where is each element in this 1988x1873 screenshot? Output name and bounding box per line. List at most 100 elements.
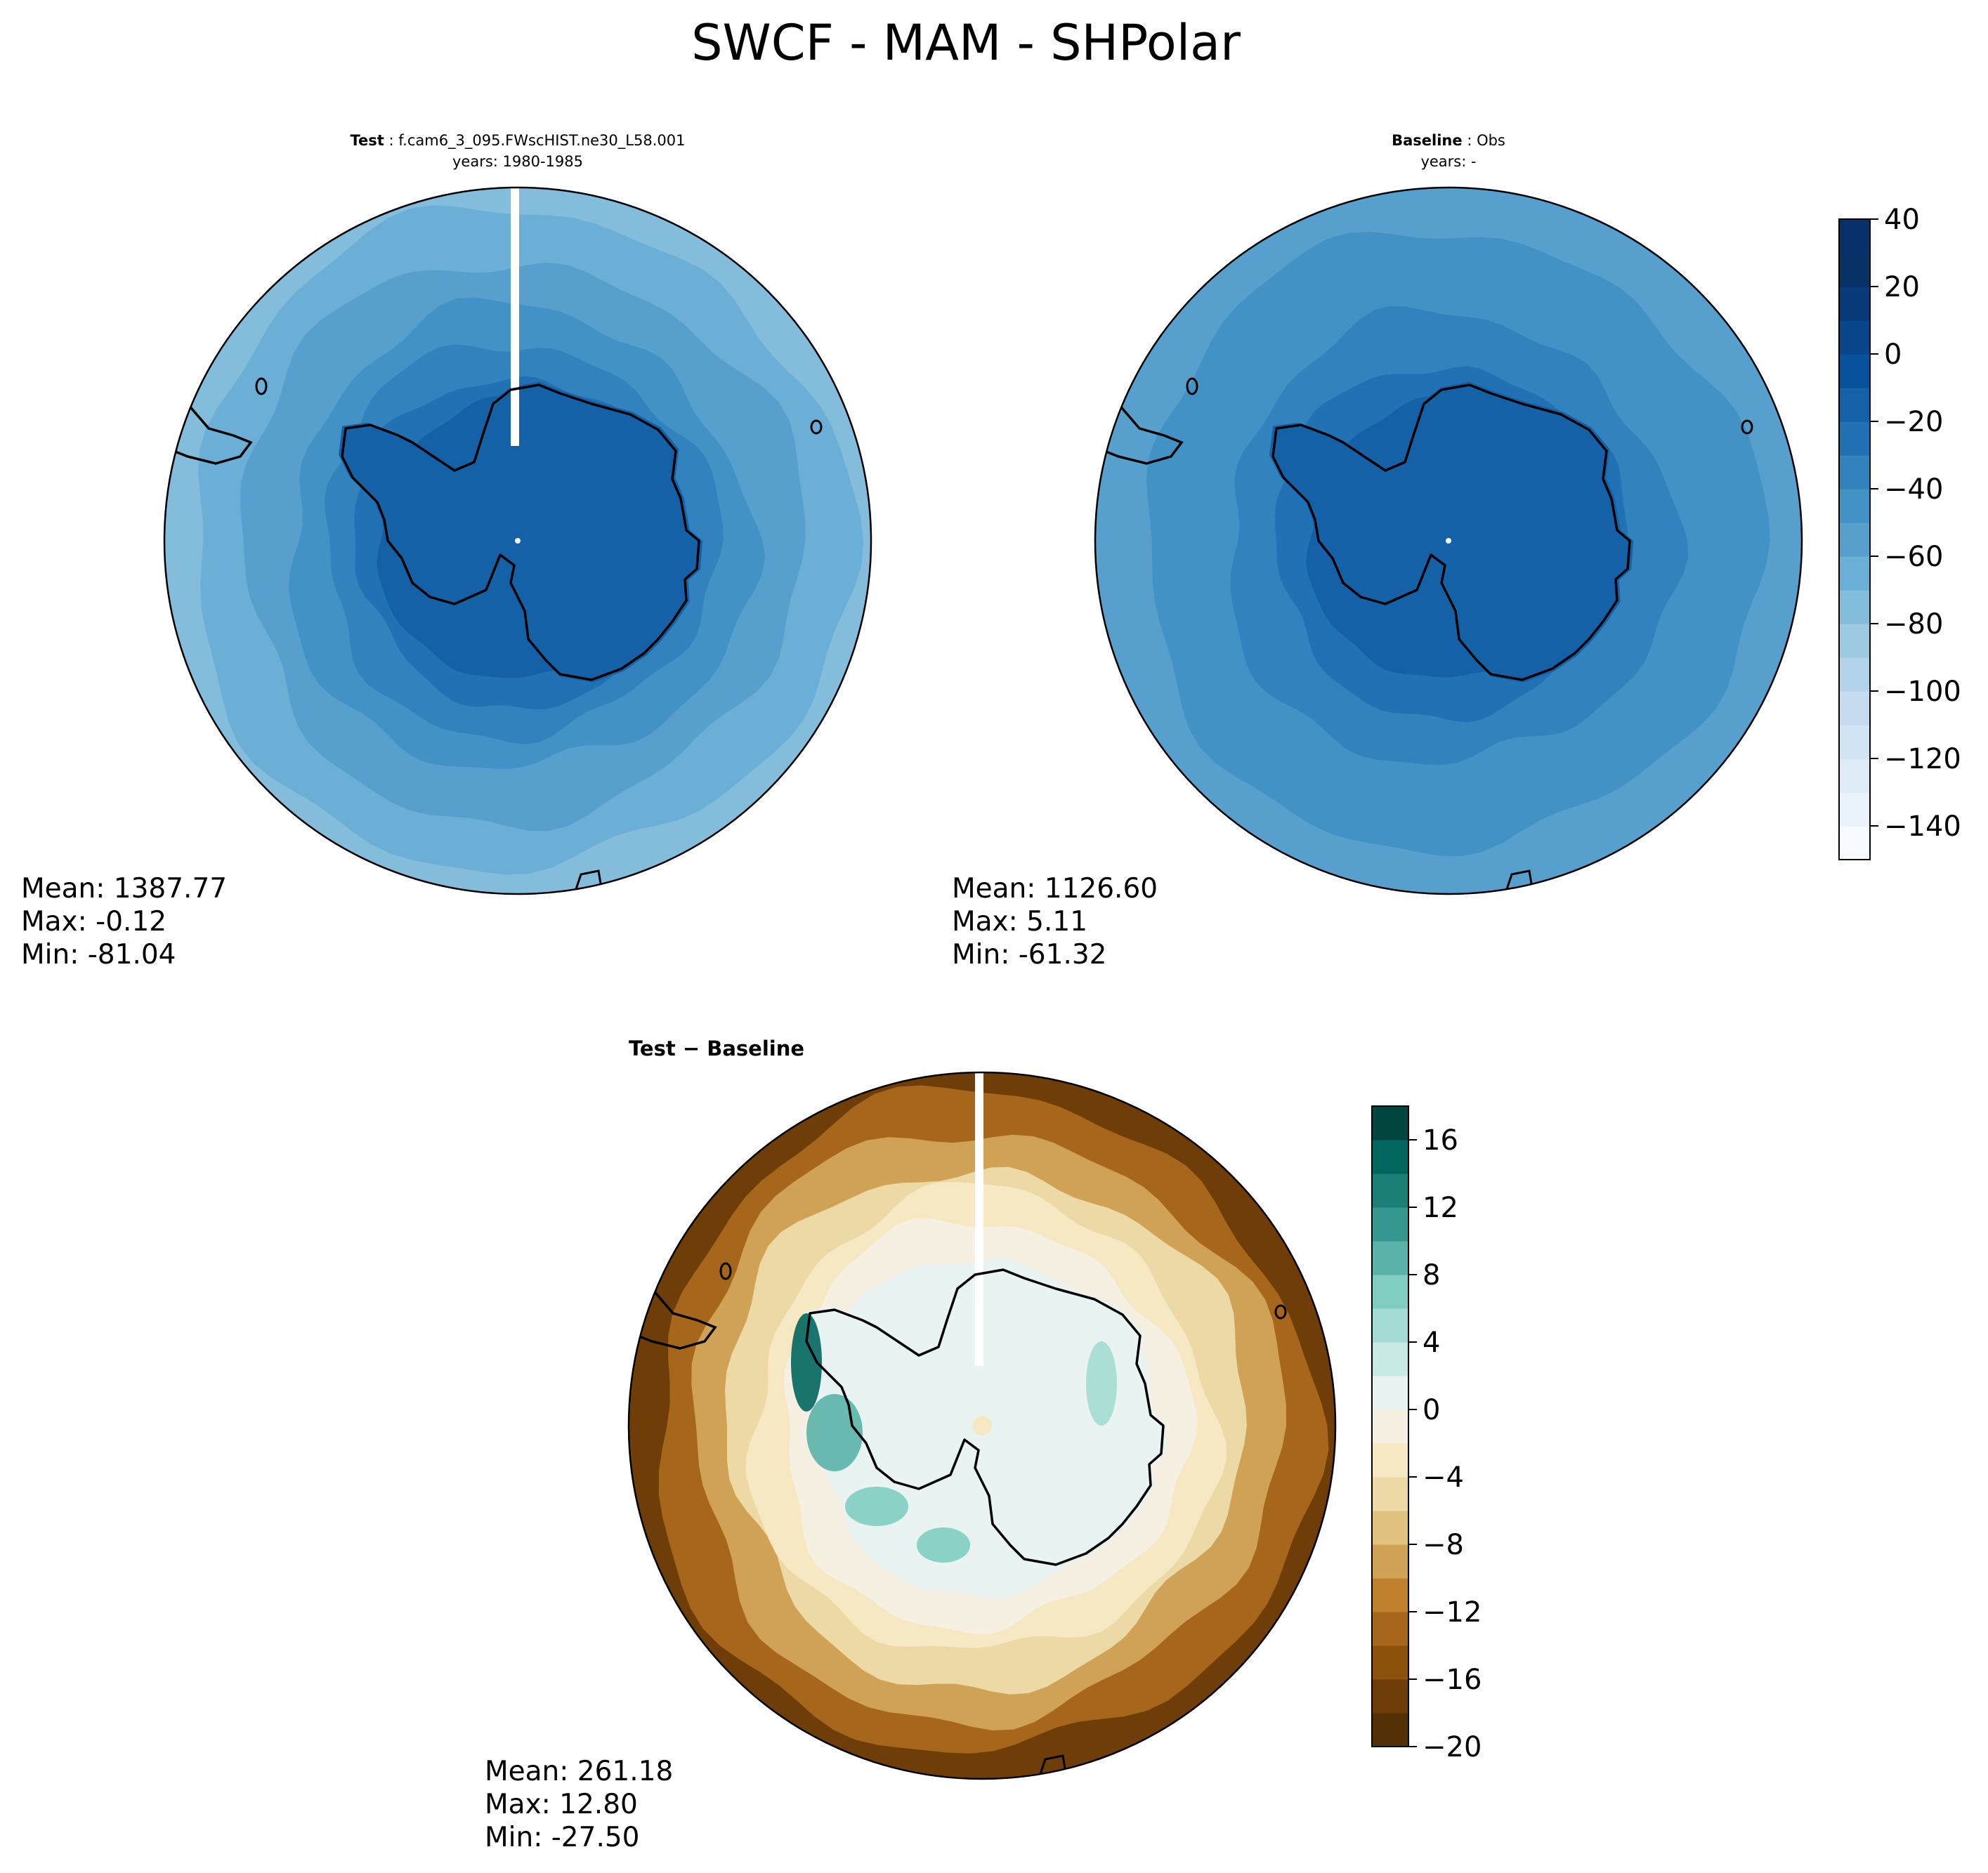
colorbar-diff-segment-6 <box>1372 1511 1408 1545</box>
colorbar-diff-segment-12 <box>1372 1308 1408 1343</box>
colorbar-diff <box>1372 1106 1408 1747</box>
colorbar-main-tick-label-9: −140 <box>1884 810 1961 843</box>
colorbar-main-tick-label-6: −80 <box>1884 608 1943 640</box>
colorbar-main-tick-label-8: −120 <box>1884 743 1961 775</box>
colorbar-main-tick-label-2: 0 <box>1884 339 1902 371</box>
diff-pole-anomaly <box>972 1416 992 1435</box>
baseline-mean: Mean: 1126.60 <box>952 873 1158 905</box>
colorbar-diff-frame <box>1371 1105 1409 1747</box>
colorbar-diff-segment-17 <box>1372 1140 1408 1174</box>
diff-antarctica-coastline <box>805 1268 1165 1566</box>
diff-coastlines <box>629 1262 1287 1779</box>
test-mean: Mean: 1387.77 <box>21 873 227 905</box>
colorbar-main-tick-label-4: −40 <box>1884 473 1943 506</box>
baseline-years: years: - <box>1420 153 1476 170</box>
diff-positive-patch-3 <box>917 1527 970 1563</box>
colorbar-main-segment-12 <box>1839 421 1870 456</box>
colorbar-diff-segment-5 <box>1372 1544 1408 1579</box>
colorbar-diff-segment-13 <box>1372 1275 1408 1309</box>
colorbar-main <box>1839 219 1870 860</box>
colorbar-main-segment-16 <box>1839 287 1870 321</box>
diff-positive-patch-0 <box>791 1313 822 1412</box>
baseline-title: Baseline : Obs <box>1392 132 1505 149</box>
test-colon: : <box>384 132 398 149</box>
test-missing-strip <box>511 188 519 446</box>
baseline-antarctica-fill <box>1269 381 1634 683</box>
colorbar-main-segment-15 <box>1839 320 1870 355</box>
test-map <box>164 188 871 894</box>
colorbar-main-segment-9 <box>1839 523 1870 557</box>
baseline-map <box>1095 188 1802 894</box>
test-min: Min: -81.04 <box>21 939 176 971</box>
colorbar-diff-segment-2 <box>1372 1645 1408 1680</box>
diff-positive-patch-4 <box>1086 1341 1117 1426</box>
colorbar-diff-tick-label-8: −16 <box>1423 1664 1482 1696</box>
test-falklands-coastline <box>255 377 268 395</box>
colorbar-diff-segment-18 <box>1372 1106 1408 1141</box>
colorbar-diff-segment-3 <box>1372 1612 1408 1646</box>
colorbar-diff-segment-15 <box>1372 1207 1408 1242</box>
baseline-map-boundary <box>1094 186 1803 895</box>
colorbar-main-segment-0 <box>1839 826 1870 860</box>
colorbar-diff-segment-10 <box>1372 1376 1408 1410</box>
test-antarctica-coastline <box>341 383 700 681</box>
baseline-coastlines <box>1095 377 1753 894</box>
colorbar-diff-segment-11 <box>1372 1342 1408 1376</box>
colorbar-diff-segment-16 <box>1372 1174 1408 1208</box>
baseline-island-coastline <box>1741 419 1753 435</box>
colorbar-main-segment-2 <box>1839 758 1870 793</box>
diff-missing-strip <box>975 1072 983 1366</box>
diff-mean: Mean: 261.18 <box>485 1756 673 1787</box>
test-map-boundary <box>163 186 872 895</box>
colorbar-diff-tick-label-5: −4 <box>1423 1461 1464 1494</box>
colorbar-diff-segment-0 <box>1372 1713 1408 1747</box>
baseline-antarctica-coastline <box>1271 383 1631 681</box>
diff-map <box>629 1072 1335 1779</box>
colorbar-main-segment-3 <box>1839 725 1870 759</box>
baseline-falklands-coastline <box>1186 377 1198 395</box>
colorbar-diff-ticks: 16 12 8 4 0 −4 −8 −12 −16 −20 <box>1408 1124 1482 1763</box>
diff-map-boundary <box>627 1071 1337 1780</box>
baseline-tasmania-coastline <box>1503 869 1534 894</box>
diff-tasmania-coastline <box>1037 1754 1068 1779</box>
test-max: Max: -0.12 <box>21 906 166 938</box>
baseline-min: Min: -61.32 <box>952 939 1106 971</box>
test-south-america-coastline <box>164 399 253 465</box>
colorbar-diff-segment-9 <box>1372 1409 1408 1444</box>
colorbar-diff-tick-label-0: 16 <box>1423 1124 1458 1157</box>
test-years: years: 1980-1985 <box>452 153 583 170</box>
colorbar-main-segment-18 <box>1839 219 1870 254</box>
figure-title: SWCF - MAM - SHPolar <box>691 14 1241 72</box>
test-label: Test <box>351 132 384 149</box>
colorbar-main-ticks: 40 20 0 −20 −40 −60 −80 −100 −120 −140 <box>1870 204 1961 843</box>
test-island-coastline <box>810 419 823 435</box>
test-field <box>164 188 871 894</box>
colorbar-diff-tick-label-7: −12 <box>1423 1596 1482 1629</box>
baseline-label: Baseline <box>1392 132 1463 149</box>
colorbar-main-segment-5 <box>1839 657 1870 692</box>
diff-south-america-coastline <box>629 1284 717 1350</box>
colorbar-diff-segment-4 <box>1372 1578 1408 1612</box>
colorbar-main-frame <box>1838 218 1871 860</box>
diff-positive-patch-2 <box>845 1487 908 1526</box>
baseline-colon: : <box>1463 132 1477 149</box>
test-pole-marker <box>515 538 521 544</box>
diff-positive-patch-1 <box>806 1394 863 1471</box>
baseline-max: Max: 5.11 <box>952 906 1087 938</box>
colorbar-diff-segment-1 <box>1372 1679 1408 1714</box>
diff-falklands-coastline <box>719 1262 732 1280</box>
diff-max: Max: 12.80 <box>485 1789 638 1820</box>
colorbar-main-tick-label-1: 20 <box>1884 271 1920 303</box>
colorbar-diff-tick-label-2: 8 <box>1423 1259 1440 1292</box>
colorbar-main-segment-17 <box>1839 253 1870 287</box>
baseline-pole-marker <box>1446 538 1451 544</box>
baseline-case: Obs <box>1477 132 1505 149</box>
colorbar-diff-segment-8 <box>1372 1443 1408 1478</box>
colorbar-main-segment-10 <box>1839 489 1870 523</box>
colorbar-diff-tick-label-4: 0 <box>1423 1394 1440 1426</box>
test-tasmania-coastline <box>573 869 603 894</box>
colorbar-main-segment-8 <box>1839 556 1870 591</box>
colorbar-main-tick-label-0: 40 <box>1884 204 1920 236</box>
diff-title: Test − Baseline <box>629 1037 804 1060</box>
colorbar-main-segment-14 <box>1839 354 1870 388</box>
